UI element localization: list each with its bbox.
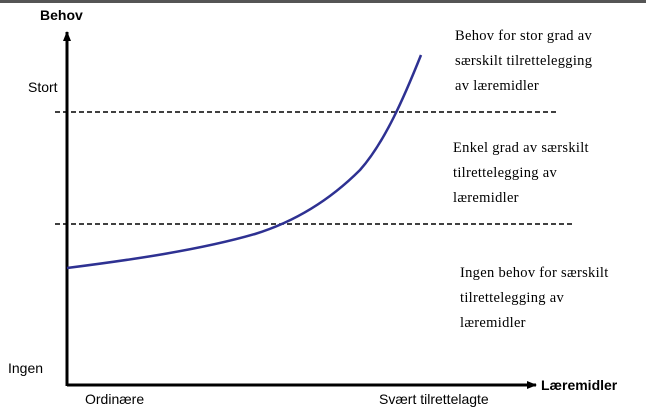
y-low-label: Ingen [8, 360, 43, 376]
zone-label: Ingen behov for særskilt [460, 265, 609, 281]
need-curve [66, 54, 423, 270]
zone-label: læremidler [460, 315, 526, 331]
y-high-label: Stort [28, 79, 58, 95]
x-high-label: Svært tilrettelagte [379, 391, 489, 407]
zone-label: av læremidler [455, 78, 539, 94]
top-strip [0, 0, 646, 3]
x-axis-title: Læremidler [541, 377, 618, 393]
x-low-label: Ordinære [85, 391, 144, 407]
zone-label: særskilt tilrettelegging [455, 53, 592, 69]
zone-label: tilrettelegging av [453, 165, 557, 181]
zone-label: Enkel grad av særskilt [453, 140, 589, 156]
zone-label: læremidler [453, 190, 519, 206]
zone-label: Behov for stor grad av [455, 28, 593, 44]
zone-label: tilrettelegging av [460, 290, 564, 306]
y-axis-title: Behov [40, 7, 83, 23]
